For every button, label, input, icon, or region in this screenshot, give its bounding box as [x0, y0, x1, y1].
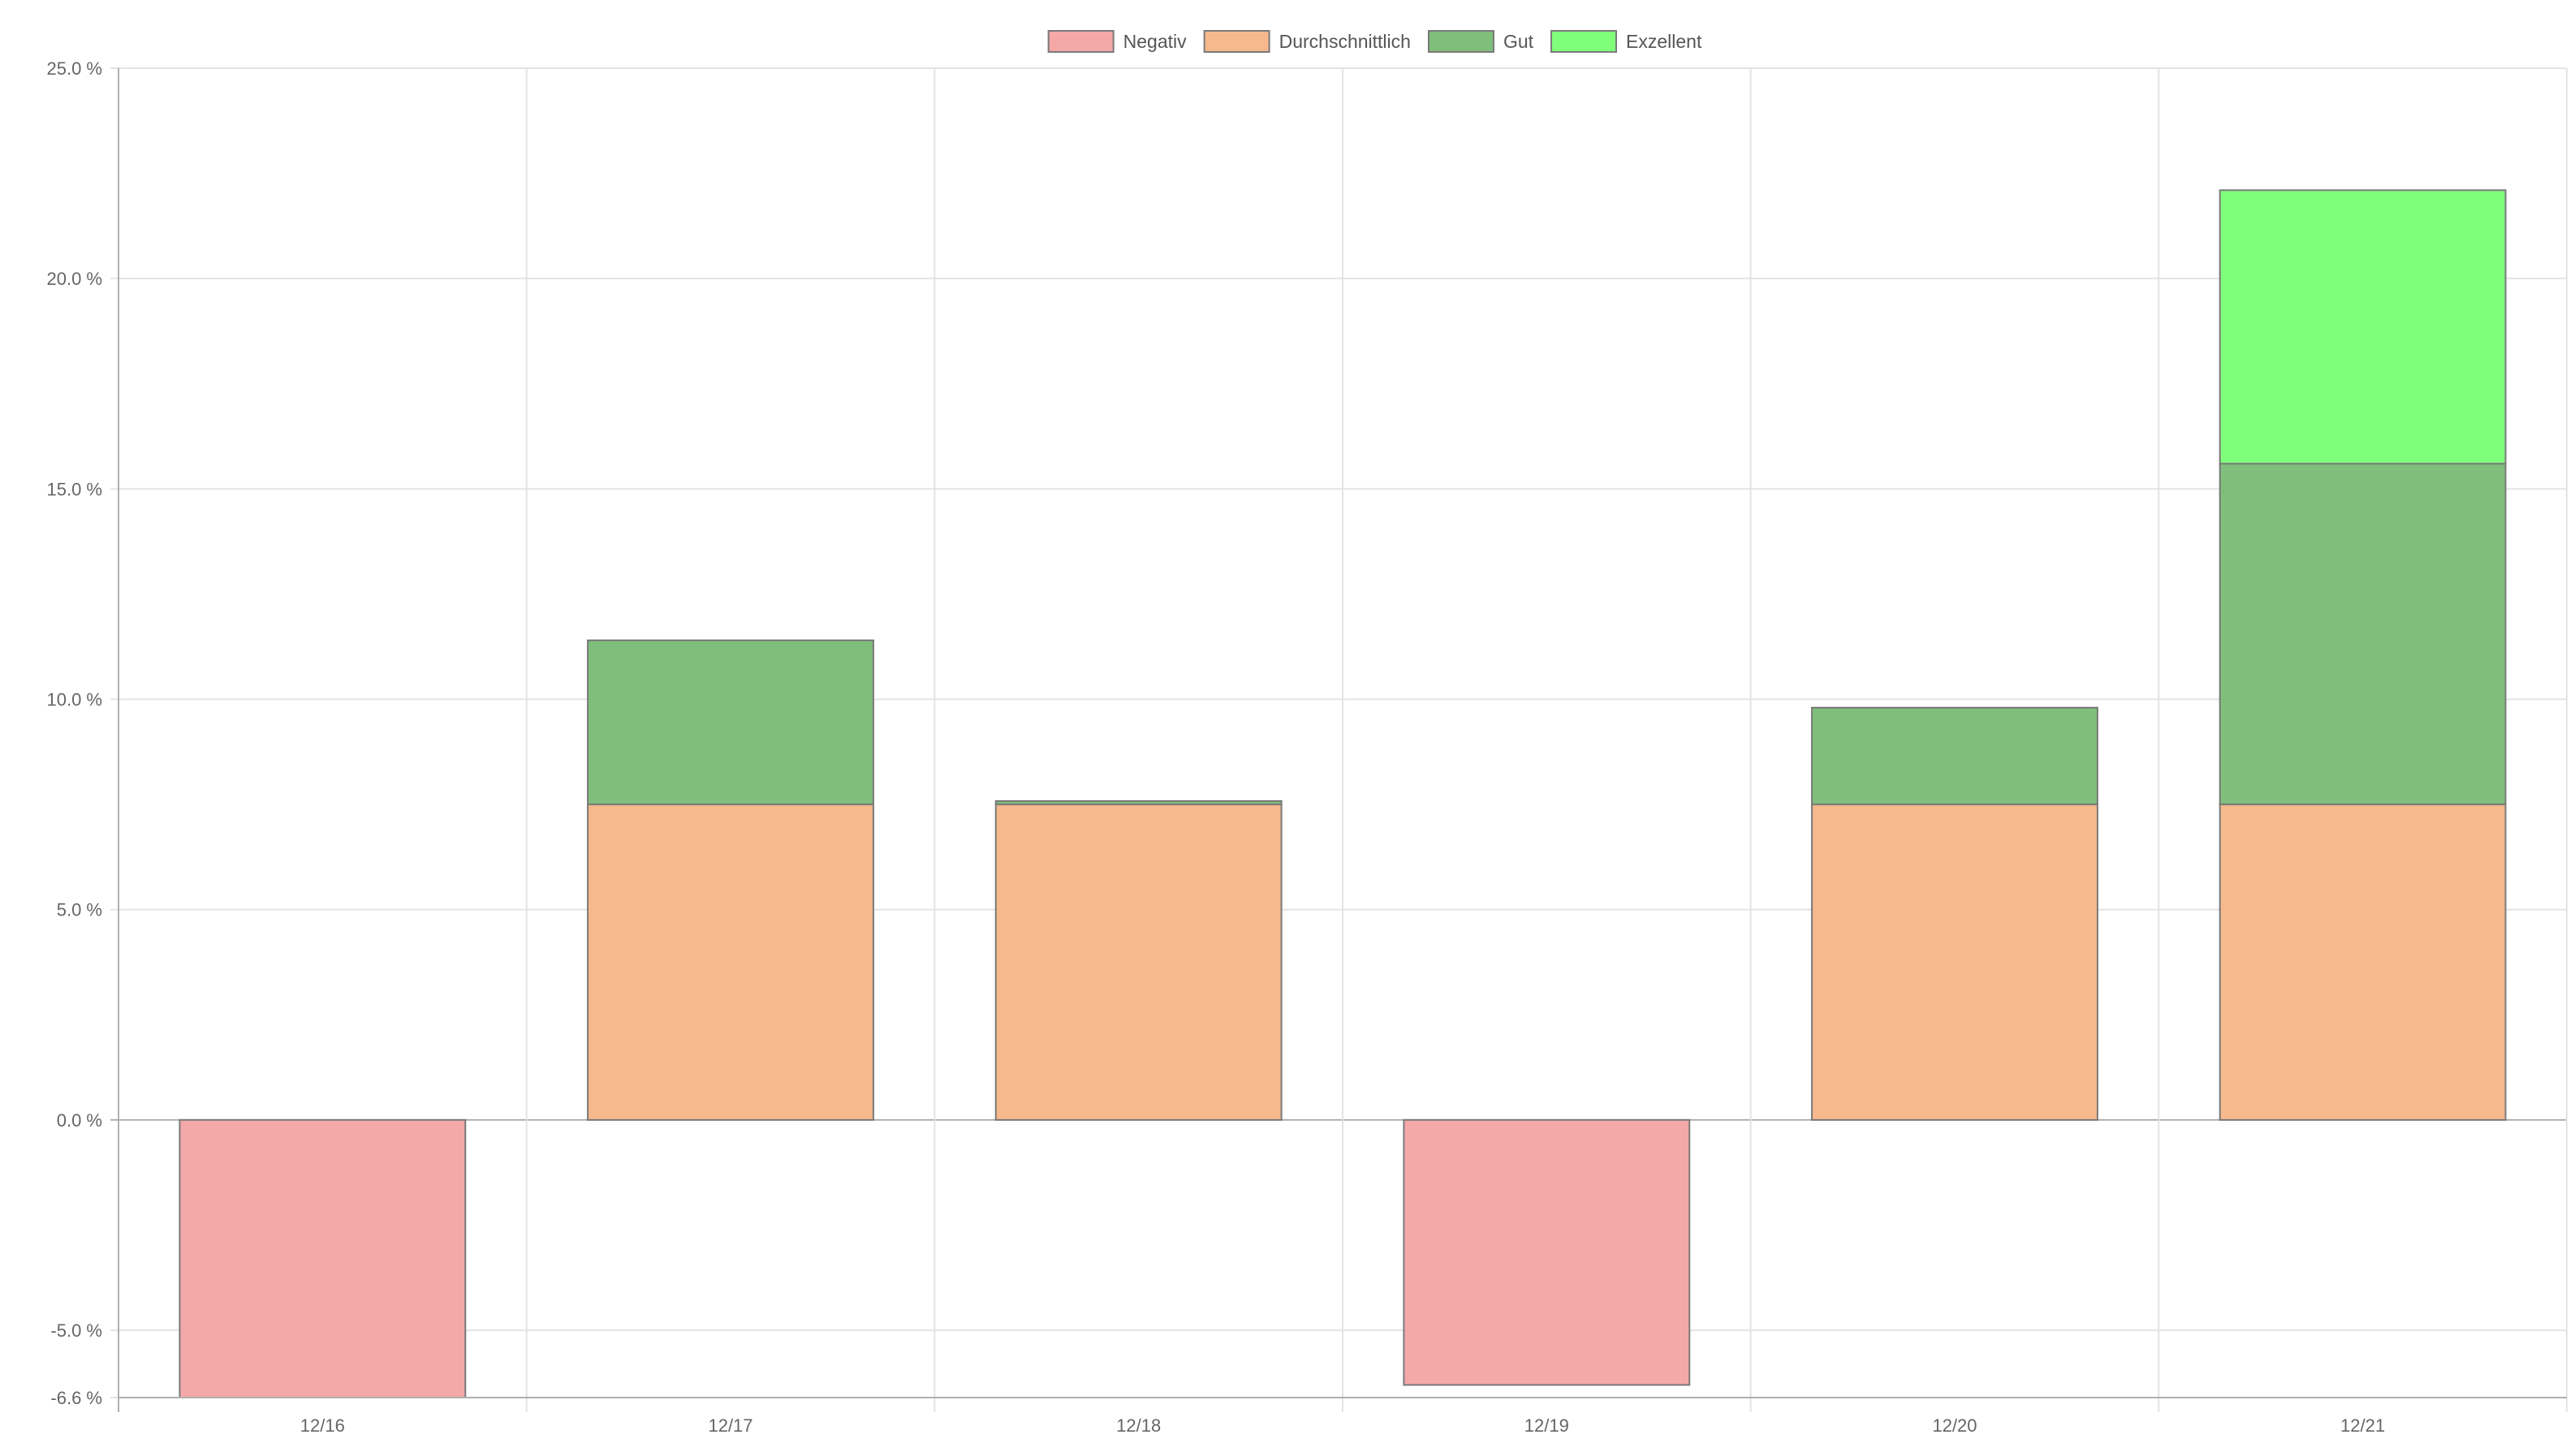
- x-tick-label: 12/17: [708, 1415, 752, 1436]
- y-tick-label: 10.0 %: [47, 690, 103, 710]
- y-tick-label: -5.0 %: [50, 1320, 102, 1341]
- bar-gut-12-21[interactable]: [2219, 463, 2507, 806]
- x-tick-label: 12/16: [300, 1415, 345, 1436]
- bar-exzellent-12-21[interactable]: [2219, 189, 2507, 465]
- bar-durchschnittlich-12-17[interactable]: [587, 803, 874, 1121]
- legend-label: Gut: [1503, 31, 1534, 52]
- legend-swatch: [1550, 30, 1618, 53]
- legend-swatch: [1427, 30, 1494, 53]
- legend-label: Durchschnittlich: [1279, 31, 1411, 52]
- bar-gut-12-20[interactable]: [1811, 706, 2098, 806]
- y-tick-label: -6.6 %: [50, 1388, 102, 1408]
- bar-durchschnittlich-12-20[interactable]: [1811, 803, 2098, 1121]
- legend-label: Negativ: [1123, 31, 1187, 52]
- x-tick-label: 12/18: [1116, 1415, 1161, 1436]
- y-tick-label: 20.0 %: [47, 269, 103, 289]
- grid-lines: [110, 67, 2568, 1412]
- legend[interactable]: Negativ Durchschnittlich Gut Exzellent: [1047, 30, 1702, 53]
- legend-label: Exzellent: [1626, 31, 1702, 52]
- axes: 25.0 % 20.0 % 15.0 % 10.0 % 5.0 % 0.0 % -5.0 %…: [47, 58, 2567, 1436]
- bar-gut-12-17[interactable]: [587, 639, 874, 806]
- y-tick-label: 5.0 %: [57, 900, 102, 920]
- bar-negativ-12-16[interactable]: [179, 1118, 467, 1399]
- y-tick-label: 25.0 %: [47, 58, 103, 79]
- legend-item-negativ[interactable]: Negativ: [1047, 30, 1187, 53]
- x-tick-label: 12/20: [1932, 1415, 1977, 1436]
- y-tick-label: 15.0 %: [47, 479, 103, 499]
- bars: [179, 189, 2507, 1399]
- x-tick-label: 12/21: [2340, 1415, 2385, 1436]
- bar-durchschnittlich-12-21[interactable]: [2219, 803, 2507, 1121]
- legend-swatch: [1047, 30, 1115, 53]
- legend-item-exzellent[interactable]: Exzellent: [1550, 30, 1702, 53]
- legend-item-gut[interactable]: Gut: [1427, 30, 1534, 53]
- y-tick-label: 0.0 %: [57, 1110, 102, 1131]
- bar-gut-12-18[interactable]: [994, 799, 1283, 806]
- x-tick-label: 12/19: [1524, 1415, 1569, 1436]
- bar-durchschnittlich-12-18[interactable]: [994, 803, 1283, 1121]
- legend-item-durchschnittlich[interactable]: Durchschnittlich: [1203, 30, 1411, 53]
- bar-negativ-12-19[interactable]: [1403, 1118, 1691, 1386]
- legend-swatch: [1203, 30, 1270, 53]
